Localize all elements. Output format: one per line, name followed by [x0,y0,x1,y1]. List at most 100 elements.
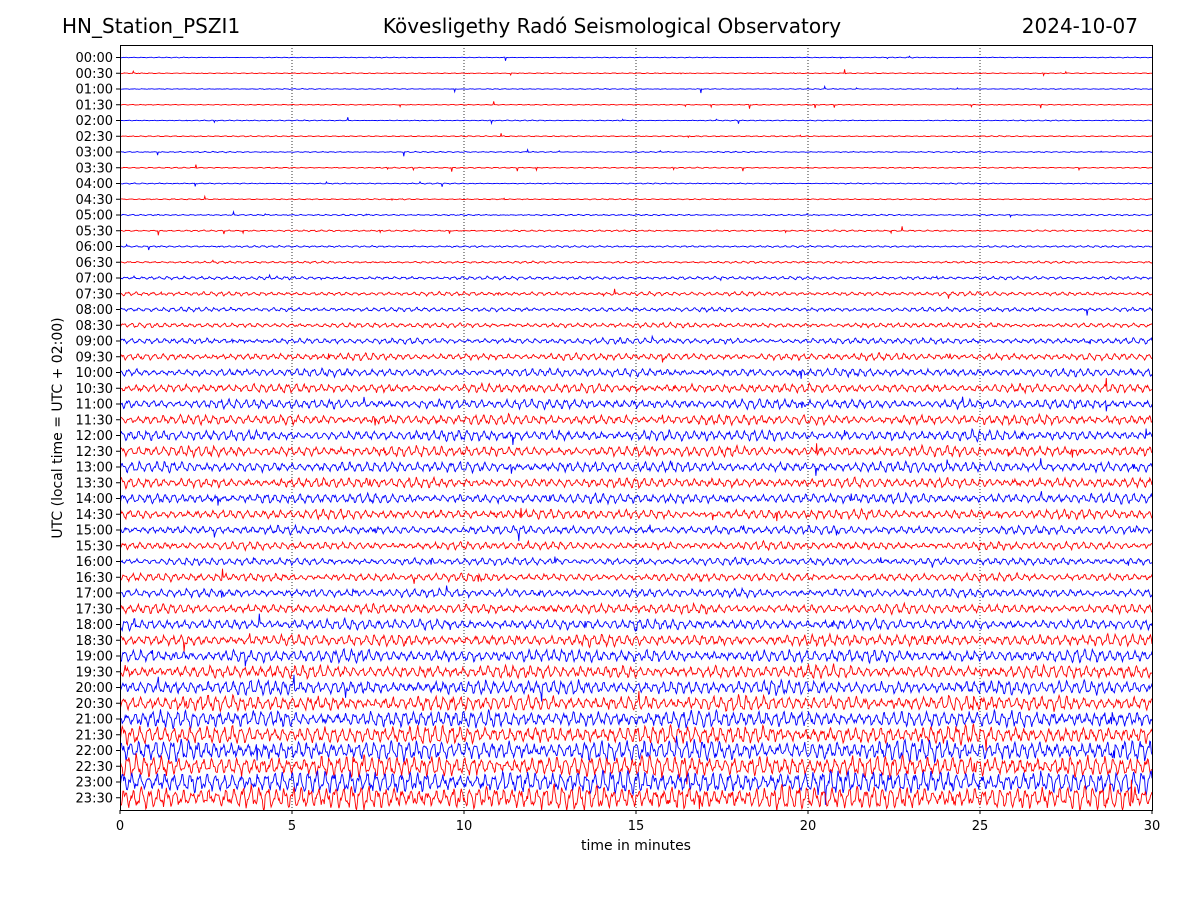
y-tick-label: 15:00 [76,524,113,539]
y-tick-label: 21:00 [76,713,113,728]
trace-12:00 [121,427,1152,446]
y-tick-label: 08:30 [76,319,113,334]
y-tick-label: 13:30 [76,476,113,491]
y-tick-label: 02:00 [76,114,113,129]
y-tick-label: 07:00 [76,272,113,287]
y-tick-label: 07:30 [76,287,113,302]
trace-19:30 [121,663,1152,680]
trace-22:30 [121,753,1152,785]
trace-17:00 [121,585,1152,600]
y-tick-label: 11:00 [76,398,113,413]
trace-08:30 [121,321,1152,329]
trace-18:00 [121,613,1152,633]
trace-18:30 [121,632,1152,652]
trace-00:00 [121,55,1152,61]
plot-frame [120,45,1153,811]
trace-10:00 [121,367,1152,379]
y-tick-label: 23:30 [76,791,113,806]
trace-23:30 [121,779,1152,810]
y-tick-label: 18:30 [76,634,113,649]
y-tick-label: 13:00 [76,461,113,476]
trace-20:30 [121,691,1152,714]
trace-09:00 [121,334,1152,346]
x-axis-label: time in minutes [581,838,691,854]
y-tick-label: 06:30 [76,256,113,271]
y-tick-label: 12:00 [76,429,113,444]
y-tick-label: 06:00 [76,240,113,255]
trace-19:00 [121,647,1152,667]
x-tick-label: 5 [288,819,296,834]
y-tick-label: 23:00 [76,776,113,791]
y-tick-label: 03:00 [76,146,113,161]
trace-13:30 [121,475,1152,490]
trace-03:00 [121,148,1152,157]
date-title: 2024-10-07 [1021,14,1138,38]
trace-15:30 [121,539,1152,552]
trace-03:30 [121,164,1152,172]
y-tick-label: 01:00 [76,83,113,98]
trace-04:30 [121,194,1152,201]
trace-23:00 [121,769,1152,805]
trace-05:00 [121,210,1152,219]
observatory-title: Kövesligethy Radó Seismological Observat… [382,14,842,38]
y-tick-label: 11:30 [76,413,113,428]
trace-07:30 [121,288,1152,299]
trace-13:00 [121,458,1152,476]
trace-16:00 [121,556,1152,568]
y-tick-label: 03:30 [76,161,113,176]
vertical-gridlines [291,45,981,810]
x-tick-label: 30 [1144,819,1161,834]
y-tick-label: 17:00 [76,587,113,602]
trace-15:00 [121,523,1152,542]
trace-02:00 [121,117,1152,126]
x-tick-label: 25 [972,819,989,834]
trace-04:00 [121,180,1152,187]
y-tick-label: 19:30 [76,665,113,680]
trace-20:00 [121,674,1152,702]
trace-00:30 [121,69,1152,77]
y-tick-label: 00:00 [76,51,113,66]
x-tick-label: 10 [456,819,473,834]
trace-09:30 [121,351,1152,363]
trace-06:00 [121,243,1152,251]
y-tick-label: 17:30 [76,602,113,617]
trace-21:30 [121,723,1152,751]
y-tick-label: 22:00 [76,744,113,759]
y-tick-label: 16:30 [76,571,113,586]
trace-06:30 [121,259,1152,265]
y-tick-label: 18:00 [76,618,113,633]
x-tick-label: 15 [628,819,645,834]
y-tick-label: 09:00 [76,335,113,350]
trace-11:00 [121,396,1152,412]
seismic-traces [121,55,1152,810]
trace-11:30 [121,412,1152,427]
y-tick-label: 09:30 [76,350,113,365]
y-tick-label: 00:30 [76,67,113,82]
y-tick-label: 20:00 [76,681,113,696]
trace-12:30 [121,443,1152,459]
trace-08:00 [121,306,1152,316]
y-tick-label: 04:30 [76,193,113,208]
y-tick-label: 12:30 [76,445,113,460]
y-tick-label: 08:00 [76,303,113,318]
y-tick-label: 20:30 [76,697,113,712]
y-axis-label: UTC (local time = UTC + 02:00) [50,317,66,538]
trace-07:00 [121,273,1152,282]
y-tick-label: 15:30 [76,539,113,554]
trace-22:00 [121,735,1152,765]
trace-17:30 [121,601,1152,616]
x-tick-label: 20 [800,819,817,834]
trace-14:30 [121,507,1152,522]
y-tick-label: 14:30 [76,508,113,523]
trace-02:30 [121,133,1152,139]
y-axis-ticks: 00:0000:3001:0001:3002:0002:3003:0003:30… [76,51,120,806]
x-tick-label: 0 [116,819,124,834]
y-tick-label: 02:30 [76,130,113,145]
y-tick-label: 10:30 [76,382,113,397]
y-tick-label: 01:30 [76,98,113,113]
trace-16:30 [121,568,1152,584]
y-tick-label: 05:00 [76,209,113,224]
trace-14:00 [121,491,1152,506]
station-title: HN_Station_PSZI1 [62,14,241,38]
